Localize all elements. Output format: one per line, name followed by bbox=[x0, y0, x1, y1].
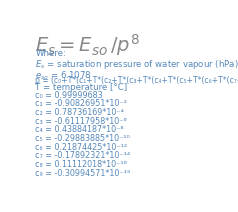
Text: c₇ = -0.17892321*10⁻¹⁴: c₇ = -0.17892321*10⁻¹⁴ bbox=[35, 151, 130, 160]
Text: c₈ = 0.11112018*10⁻¹⁶: c₈ = 0.11112018*10⁻¹⁶ bbox=[35, 160, 127, 169]
Text: c₄ = 0.43884187*10⁻⁸: c₄ = 0.43884187*10⁻⁸ bbox=[35, 125, 124, 134]
Text: Where:: Where: bbox=[35, 49, 66, 58]
Text: c₁ = -0.90826951*10⁻²: c₁ = -0.90826951*10⁻² bbox=[35, 99, 127, 108]
Text: c₆ = 0.21874425*10⁻¹²: c₆ = 0.21874425*10⁻¹² bbox=[35, 143, 127, 152]
Text: $e_{so}$ = 6.1078: $e_{so}$ = 6.1078 bbox=[35, 70, 92, 82]
Text: c₃ = -0.61117958*10⁻⁶: c₃ = -0.61117958*10⁻⁶ bbox=[35, 117, 127, 126]
Text: c₉ = -0.30994571*10⁻¹⁹: c₉ = -0.30994571*10⁻¹⁹ bbox=[35, 169, 130, 178]
Text: T = temperature [°C]: T = temperature [°C] bbox=[35, 83, 127, 92]
Text: c₀ = 0.99999683: c₀ = 0.99999683 bbox=[35, 91, 103, 100]
Text: p = (c₀+T*(c₁+T*(c₂+T*(c₃+T*(c₄+T*(c₅+T*(c₆+T*(c₇+T*(c₈+T*(c₉)))))))))): p = (c₀+T*(c₁+T*(c₂+T*(c₃+T*(c₄+T*(c₅+T*… bbox=[35, 76, 238, 85]
Text: c₂ = 0.78736169*10⁻⁴: c₂ = 0.78736169*10⁻⁴ bbox=[35, 108, 124, 117]
Text: $E_s  =  E_{so}\,/p^8$: $E_s = E_{so}\,/p^8$ bbox=[35, 32, 140, 58]
Text: c₅ = -0.29883885*10⁻¹⁰: c₅ = -0.29883885*10⁻¹⁰ bbox=[35, 134, 130, 143]
Text: $E_s$ = saturation pressure of water vapour (hPa): $E_s$ = saturation pressure of water vap… bbox=[35, 58, 238, 71]
